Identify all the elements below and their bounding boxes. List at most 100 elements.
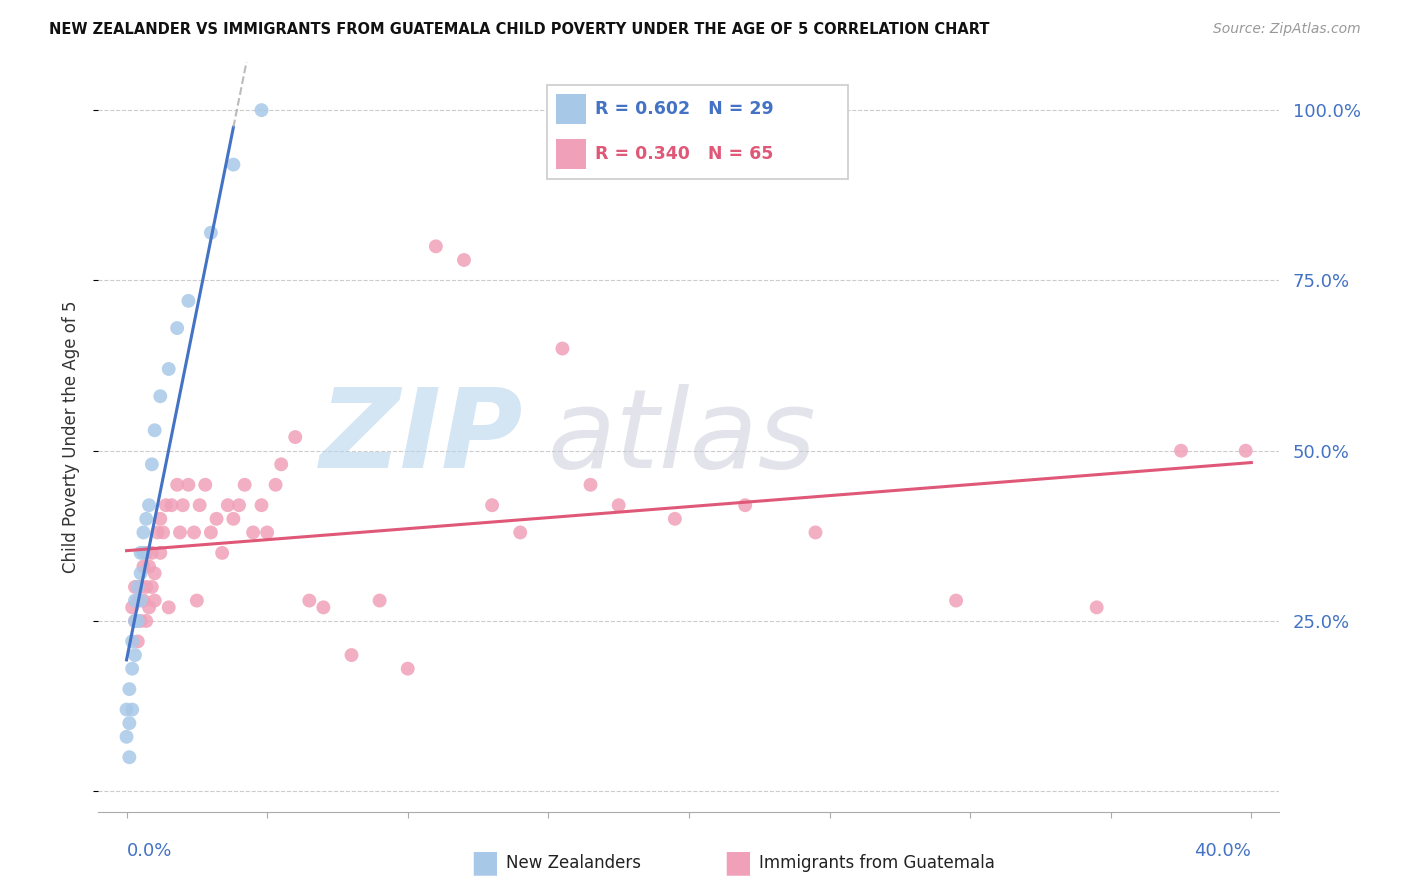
Point bbox=[132, 546, 155, 560]
Point bbox=[135, 614, 157, 628]
Point bbox=[368, 593, 391, 607]
Point bbox=[138, 498, 160, 512]
Point bbox=[132, 593, 155, 607]
Point bbox=[149, 512, 172, 526]
Point bbox=[121, 702, 143, 716]
Text: NEW ZEALANDER VS IMMIGRANTS FROM GUATEMALA CHILD POVERTY UNDER THE AGE OF 5 CORR: NEW ZEALANDER VS IMMIGRANTS FROM GUATEMA… bbox=[49, 22, 990, 37]
Point bbox=[166, 321, 188, 335]
Point bbox=[186, 593, 208, 607]
Point bbox=[121, 634, 143, 648]
Point bbox=[551, 342, 574, 356]
Point bbox=[270, 458, 292, 472]
Point bbox=[233, 477, 256, 491]
Point bbox=[200, 226, 222, 240]
Point bbox=[200, 525, 222, 540]
Point bbox=[481, 498, 503, 512]
Point bbox=[141, 580, 163, 594]
Point bbox=[172, 498, 194, 512]
Point bbox=[1234, 443, 1257, 458]
Point bbox=[250, 498, 273, 512]
Point bbox=[115, 730, 138, 744]
Point bbox=[127, 593, 149, 607]
Point bbox=[509, 525, 531, 540]
Point bbox=[169, 525, 191, 540]
Point bbox=[129, 580, 152, 594]
Point bbox=[143, 566, 166, 581]
Point bbox=[284, 430, 307, 444]
Point bbox=[183, 525, 205, 540]
Text: 40.0%: 40.0% bbox=[1195, 842, 1251, 860]
Point bbox=[222, 512, 245, 526]
Point bbox=[138, 600, 160, 615]
Text: 0.0%: 0.0% bbox=[127, 842, 172, 860]
Point bbox=[127, 634, 149, 648]
Point bbox=[396, 662, 419, 676]
Point bbox=[143, 593, 166, 607]
Point bbox=[228, 498, 250, 512]
Point bbox=[129, 566, 152, 581]
Point bbox=[124, 593, 146, 607]
Text: ■: ■ bbox=[723, 848, 752, 877]
Point bbox=[188, 498, 211, 512]
Point bbox=[124, 614, 146, 628]
Point bbox=[1085, 600, 1108, 615]
Point bbox=[115, 702, 138, 716]
Point bbox=[177, 477, 200, 491]
Point bbox=[129, 546, 152, 560]
Point bbox=[217, 498, 239, 512]
Point bbox=[256, 525, 278, 540]
Point bbox=[124, 580, 146, 594]
Point bbox=[211, 546, 233, 560]
Text: New Zealanders: New Zealanders bbox=[506, 854, 641, 871]
Point bbox=[118, 750, 141, 764]
Point bbox=[945, 593, 967, 607]
Point bbox=[242, 525, 264, 540]
Point bbox=[121, 662, 143, 676]
Point bbox=[135, 580, 157, 594]
Point bbox=[149, 546, 172, 560]
Point bbox=[141, 458, 163, 472]
Text: atlas: atlas bbox=[547, 384, 815, 491]
Point bbox=[129, 614, 152, 628]
Point bbox=[579, 477, 602, 491]
Point bbox=[157, 600, 180, 615]
Point bbox=[264, 477, 287, 491]
Point bbox=[160, 498, 183, 512]
Point bbox=[734, 498, 756, 512]
Text: ■: ■ bbox=[470, 848, 499, 877]
Point bbox=[135, 512, 157, 526]
Point bbox=[166, 477, 188, 491]
Point bbox=[149, 389, 172, 403]
Point bbox=[607, 498, 630, 512]
Point bbox=[127, 614, 149, 628]
Point bbox=[146, 525, 169, 540]
Point bbox=[425, 239, 447, 253]
Point bbox=[143, 423, 166, 437]
Point bbox=[250, 103, 273, 117]
Point bbox=[177, 293, 200, 308]
Point bbox=[453, 252, 475, 267]
Point bbox=[157, 362, 180, 376]
Point bbox=[312, 600, 335, 615]
Point bbox=[124, 648, 146, 662]
Point bbox=[132, 525, 155, 540]
Point bbox=[121, 600, 143, 615]
Point bbox=[118, 682, 141, 697]
Point bbox=[804, 525, 827, 540]
Point bbox=[132, 559, 155, 574]
Text: Immigrants from Guatemala: Immigrants from Guatemala bbox=[759, 854, 995, 871]
Point bbox=[152, 525, 174, 540]
Point bbox=[127, 580, 149, 594]
Point bbox=[205, 512, 228, 526]
Point bbox=[155, 498, 177, 512]
Text: Source: ZipAtlas.com: Source: ZipAtlas.com bbox=[1213, 22, 1361, 37]
Point bbox=[138, 559, 160, 574]
Point bbox=[222, 158, 245, 172]
Point bbox=[664, 512, 686, 526]
Point bbox=[129, 593, 152, 607]
Point bbox=[298, 593, 321, 607]
Point bbox=[141, 546, 163, 560]
Y-axis label: Child Poverty Under the Age of 5: Child Poverty Under the Age of 5 bbox=[62, 301, 80, 574]
Point bbox=[194, 477, 217, 491]
Point bbox=[118, 716, 141, 731]
